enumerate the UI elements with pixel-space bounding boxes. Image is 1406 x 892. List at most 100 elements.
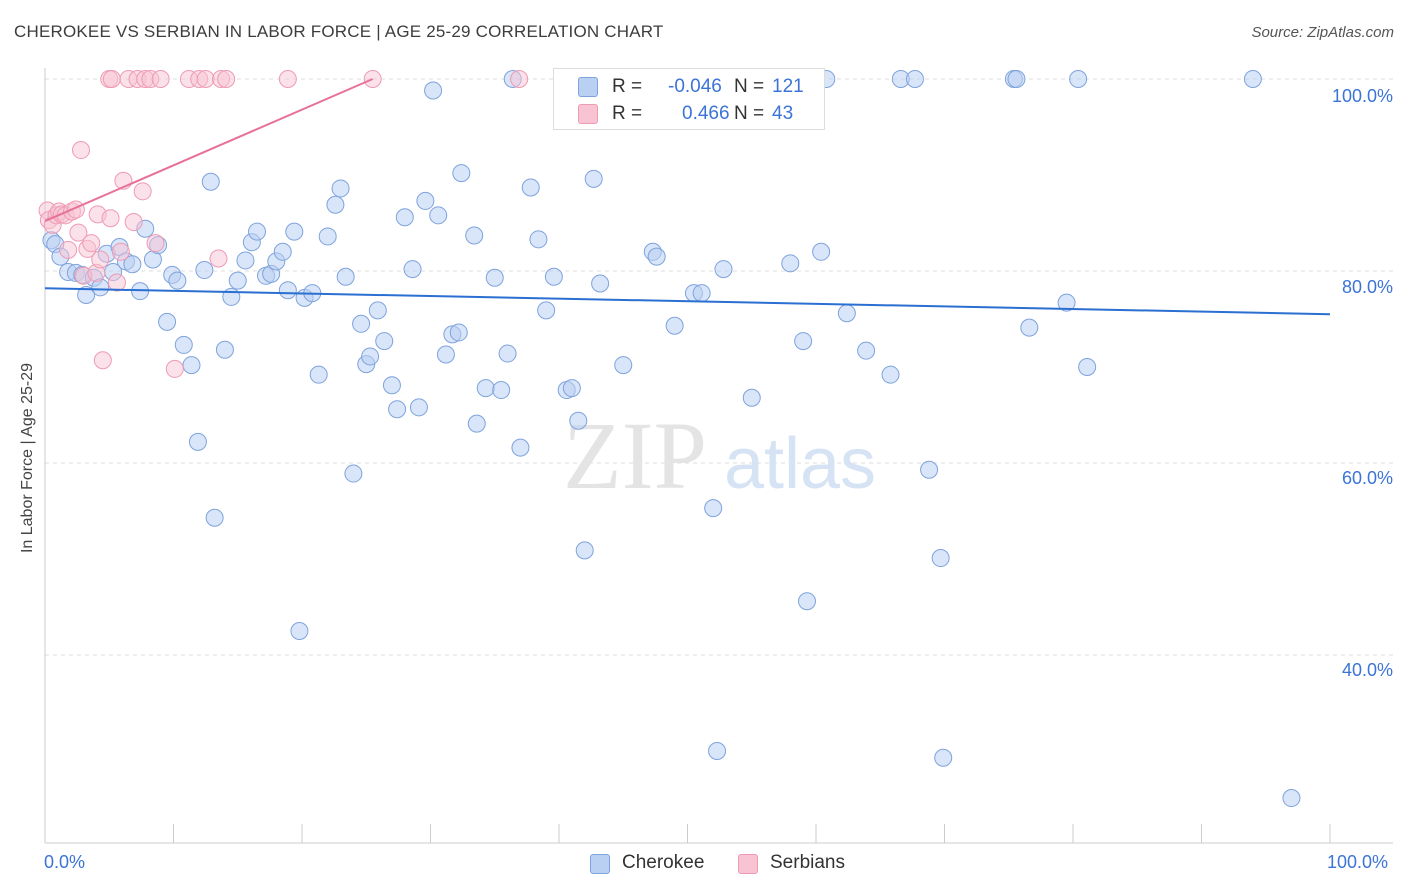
serbian-point <box>93 351 112 370</box>
cherokee-point <box>375 332 394 351</box>
cherokee-point <box>228 271 247 290</box>
x-tick-max: 100.0% <box>1327 852 1389 872</box>
cherokee-point <box>931 549 950 568</box>
cherokee-point <box>168 271 187 290</box>
cherokee-point <box>352 314 371 333</box>
serbian-point <box>165 359 184 378</box>
cherokee-point <box>485 268 504 287</box>
cherokee-trend-line <box>44 287 1331 316</box>
cherokee-point <box>403 260 422 279</box>
correlation-legend: R = -0.046 N = 121 R = 0.466 N = 43 <box>553 68 825 130</box>
cherokee-point <box>857 341 876 360</box>
cherokee-point <box>476 379 495 398</box>
legend-r-label: R = <box>612 103 643 124</box>
cherokee-point <box>920 460 939 479</box>
cherokee-point <box>1020 318 1039 337</box>
cherokee-point <box>794 332 813 351</box>
cherokee-point <box>368 301 387 320</box>
serbian-point <box>510 70 529 88</box>
serbian-point <box>91 250 110 269</box>
serbian-point <box>151 70 170 88</box>
serbian-point <box>217 70 236 88</box>
watermark: ZIP atlas <box>563 402 876 509</box>
cherokee-point <box>1057 293 1076 312</box>
cherokee-point <box>665 316 684 335</box>
cherokee-point <box>326 195 345 214</box>
cherokee-point <box>575 541 594 560</box>
cherokee-point <box>309 365 328 384</box>
serbians-legend-label: Serbians <box>770 852 845 873</box>
serbians-r-value: 0.466 <box>682 103 730 124</box>
cherokee-r-value: -0.046 <box>668 76 722 97</box>
legend-n-label: N = <box>734 103 765 124</box>
cherokee-point <box>1069 70 1088 88</box>
cherokee-point <box>467 414 486 433</box>
cherokee-point <box>798 592 817 611</box>
cherokee-point <box>248 222 267 241</box>
cherokee-point <box>278 281 297 300</box>
serbian-point <box>209 249 228 268</box>
cherokee-point <box>236 251 255 270</box>
cherokee-point <box>881 365 900 384</box>
x-tick-min: 0.0% <box>44 852 86 872</box>
cherokee-point <box>492 381 511 400</box>
cherokee-point <box>436 345 455 364</box>
cherokee-point <box>424 81 443 100</box>
cherokee-point <box>188 432 207 451</box>
cherokee-point <box>1007 70 1026 88</box>
axes <box>44 68 1393 844</box>
cherokee-point <box>584 169 603 188</box>
serbian-points <box>38 70 529 378</box>
cherokee-point <box>201 172 220 191</box>
cherokee-point <box>614 356 633 375</box>
cherokee-point <box>1282 789 1301 808</box>
source-label: Source: ZipAtlas.com <box>1251 24 1394 41</box>
trend-lines <box>44 78 1331 316</box>
cherokee-point <box>318 227 337 246</box>
cherokee-point <box>388 400 407 419</box>
cherokee-point <box>905 70 924 88</box>
cherokee-point <box>544 267 563 286</box>
serbian-point <box>59 240 78 259</box>
cherokee-point <box>742 388 761 407</box>
serbian-point <box>146 234 165 253</box>
legend-n-label: N = <box>734 76 765 97</box>
cherokee-point <box>215 340 234 359</box>
serbian-point <box>111 242 130 261</box>
cherokee-point <box>934 748 953 767</box>
cherokee-point <box>714 260 733 279</box>
cherokee-point <box>290 622 309 640</box>
serbian-point <box>101 209 120 228</box>
cherokee-point <box>692 284 711 303</box>
cherokee-point <box>591 274 610 293</box>
cherokee-point <box>704 499 723 518</box>
serbian-point <box>124 213 143 232</box>
y-tick-60: 60.0% <box>1341 468 1393 488</box>
cherokee-legend-label: Cherokee <box>622 852 705 873</box>
cherokee-point <box>562 379 581 398</box>
gridlines <box>45 78 1393 656</box>
serbian-point <box>82 234 101 253</box>
cherokee-point <box>409 398 428 417</box>
serbians-n-value: 43 <box>772 103 794 124</box>
serbian-point <box>196 70 215 88</box>
chart-title: CHEROKEE VS SERBIAN IN LABOR FORCE | AGE… <box>14 22 664 41</box>
cherokee-point <box>452 164 471 183</box>
cherokee-point <box>569 411 588 430</box>
cherokee-point <box>1078 358 1097 376</box>
cherokee-point <box>195 261 214 280</box>
cherokee-point <box>416 191 435 210</box>
serbians-legend-swatch <box>738 854 758 874</box>
cherokee-point <box>331 179 350 198</box>
y-tick-40: 40.0% <box>1341 660 1393 680</box>
cherokee-point <box>837 304 856 323</box>
cherokee-point <box>273 242 292 261</box>
cherokee-point <box>1243 70 1262 88</box>
cherokee-point <box>511 438 530 457</box>
serbian-point <box>278 70 297 88</box>
cherokee-point <box>205 508 224 527</box>
cherokee-point <box>812 242 831 261</box>
cherokee-point <box>77 286 96 304</box>
cherokee-legend-swatch <box>590 854 610 874</box>
cherokee-point <box>465 226 484 245</box>
